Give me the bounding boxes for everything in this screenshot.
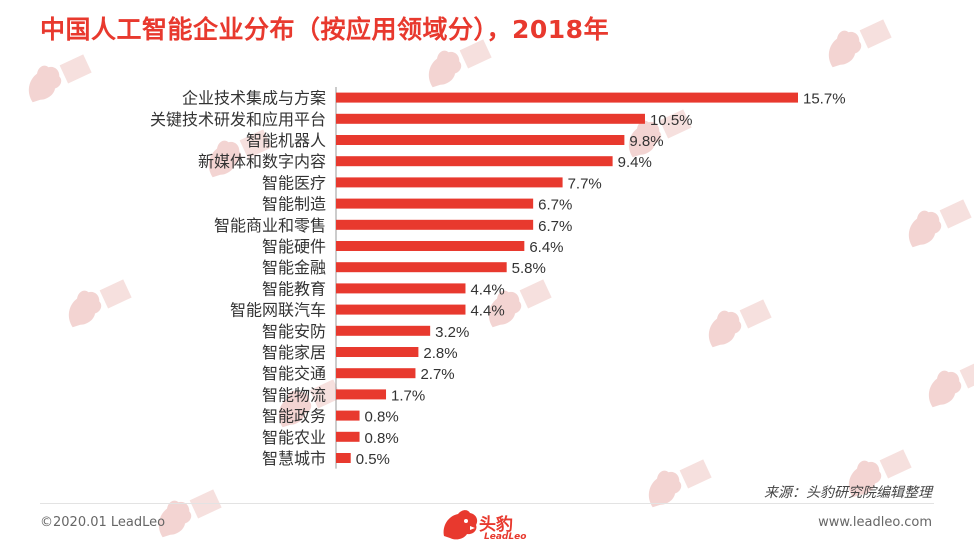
bar	[336, 410, 360, 421]
footer-divider	[40, 503, 934, 504]
bar	[336, 304, 466, 315]
data-label: 6.7%	[538, 197, 572, 214]
category-label: 智能金融	[262, 258, 326, 277]
data-label: 9.8%	[629, 133, 663, 150]
category-label: 企业技术集成与方案	[182, 89, 326, 108]
category-label: 智能家居	[262, 343, 326, 362]
watermark-logo	[628, 109, 692, 158]
bar	[336, 453, 351, 463]
bar	[336, 347, 419, 357]
data-label: 0.8%	[365, 409, 399, 426]
data-label: 7.7%	[568, 175, 602, 192]
copyright-text: ©2020.01 LeadLeo	[40, 515, 166, 530]
bar	[336, 92, 798, 103]
category-label: 智能物流	[262, 385, 326, 404]
category-label: 智能农业	[262, 428, 326, 447]
data-label: 1.7%	[391, 387, 425, 404]
watermark-logo	[828, 19, 892, 68]
watermark-logo	[68, 279, 132, 328]
data-label: 2.7%	[420, 366, 454, 383]
bar	[336, 389, 387, 400]
watermark-logo	[488, 279, 552, 328]
data-label: 15.7%	[803, 91, 846, 108]
website-text: www.leadleo.com	[818, 515, 932, 530]
category-label: 智能商业和零售	[214, 216, 326, 235]
category-label: 智能机器人	[246, 131, 326, 150]
data-label: 10.5%	[650, 112, 693, 129]
data-label: 5.8%	[512, 260, 546, 277]
watermark-logo	[908, 199, 972, 248]
category-label: 智能教育	[262, 279, 326, 298]
watermark-logo	[928, 359, 974, 408]
category-label: 新媒体和数字内容	[198, 152, 326, 171]
watermark-logo	[28, 54, 92, 103]
category-label: 智能医疗	[262, 173, 326, 192]
bar	[336, 219, 534, 230]
logo-subtext: LeadLeo	[484, 532, 527, 542]
category-label: 智能网联汽车	[230, 301, 326, 320]
category-label: 智能硬件	[262, 237, 326, 256]
bar	[336, 135, 625, 145]
leopard-head-icon	[443, 510, 478, 540]
logo-text: 头豹	[479, 515, 513, 535]
bar	[336, 241, 525, 251]
data-label: 0.5%	[356, 451, 390, 468]
data-label: 0.8%	[365, 430, 399, 447]
data-label: 9.4%	[618, 154, 652, 171]
category-label: 智能交通	[262, 364, 326, 383]
data-label: 6.7%	[538, 218, 572, 235]
bar	[336, 431, 360, 442]
category-label: 关键技术研发和应用平台	[150, 110, 326, 129]
watermark-logo	[648, 459, 712, 508]
data-label: 2.8%	[423, 345, 457, 362]
source-note: 来源：头豹研究院编辑整理	[764, 485, 932, 501]
bar	[336, 177, 563, 188]
data-label: 4.4%	[470, 281, 504, 298]
data-label: 6.4%	[529, 239, 563, 256]
bar	[336, 262, 507, 273]
bar	[336, 113, 645, 124]
category-label: 智能制造	[262, 195, 326, 214]
bar	[336, 198, 534, 209]
watermark-logo	[278, 379, 342, 428]
watermark-logo	[848, 449, 912, 498]
category-label: 智慧城市	[262, 449, 326, 468]
watermark-logo	[428, 39, 492, 88]
chart-title: 中国人工智能企业分布（按应用领域分），2018年	[40, 15, 610, 44]
bar	[336, 156, 613, 167]
bar	[336, 325, 431, 336]
category-label: 智能安防	[262, 322, 326, 341]
bar	[336, 283, 466, 294]
data-label: 3.2%	[435, 324, 469, 341]
watermark-logo	[208, 129, 272, 178]
data-label: 4.4%	[470, 303, 504, 320]
bar	[336, 368, 416, 379]
category-label: 智能政务	[262, 407, 326, 426]
leadleo-logo: 头豹 LeadLeo	[440, 506, 540, 546]
watermark-logo	[708, 299, 772, 348]
